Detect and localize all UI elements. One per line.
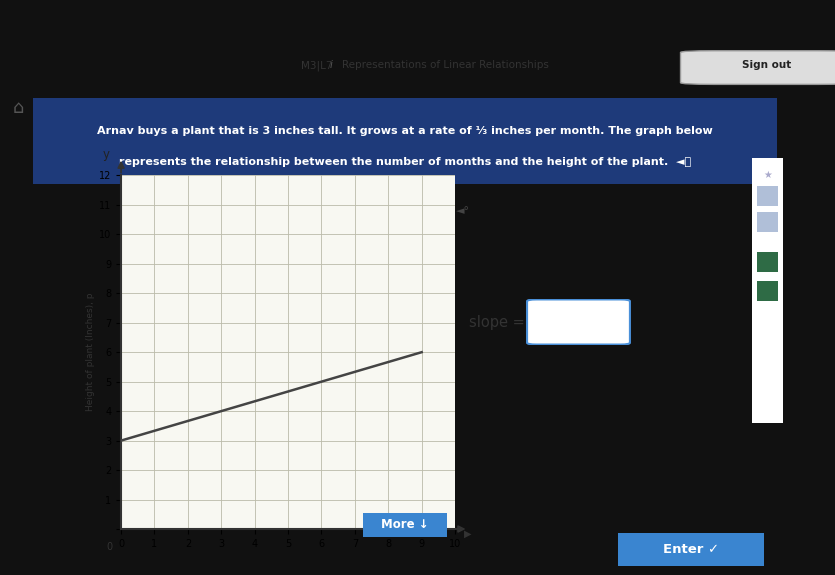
FancyBboxPatch shape — [757, 186, 777, 206]
Text: represents the relationship between the number of months and the height of the p: represents the relationship between the … — [119, 157, 691, 167]
FancyBboxPatch shape — [681, 51, 835, 85]
FancyBboxPatch shape — [355, 511, 455, 539]
Text: ▶: ▶ — [464, 528, 471, 538]
Text: Arnav buys a plant that is 3 inches tall. It grows at a rate of ¹⁄₃ inches per m: Arnav buys a plant that is 3 inches tall… — [97, 126, 713, 136]
Text: M3|L7: M3|L7 — [301, 60, 332, 71]
Text: ?: ? — [438, 206, 443, 216]
FancyBboxPatch shape — [606, 530, 776, 569]
Circle shape — [428, 203, 454, 218]
Text: slope =: slope = — [469, 315, 524, 329]
Text: What is the slope of the line?: What is the slope of the line? — [201, 204, 383, 217]
Text: Enter ✓: Enter ✓ — [663, 543, 719, 556]
FancyBboxPatch shape — [751, 142, 784, 439]
Text: Sign out: Sign out — [742, 60, 791, 70]
FancyBboxPatch shape — [527, 300, 630, 344]
Text: ★: ★ — [763, 170, 772, 181]
Text: y: y — [103, 148, 109, 160]
Text: Representations of Linear Relationships: Representations of Linear Relationships — [342, 60, 549, 70]
Text: 0: 0 — [106, 542, 113, 551]
Text: ⌂: ⌂ — [13, 99, 24, 117]
Y-axis label: Height of plant (Inches), p: Height of plant (Inches), p — [86, 293, 95, 412]
FancyBboxPatch shape — [33, 98, 777, 184]
FancyBboxPatch shape — [757, 212, 777, 232]
Text: More ↓: More ↓ — [381, 519, 429, 531]
Text: ◄°: ◄° — [457, 206, 470, 216]
FancyBboxPatch shape — [757, 281, 777, 301]
Text: i: i — [330, 60, 332, 70]
FancyBboxPatch shape — [757, 252, 777, 272]
